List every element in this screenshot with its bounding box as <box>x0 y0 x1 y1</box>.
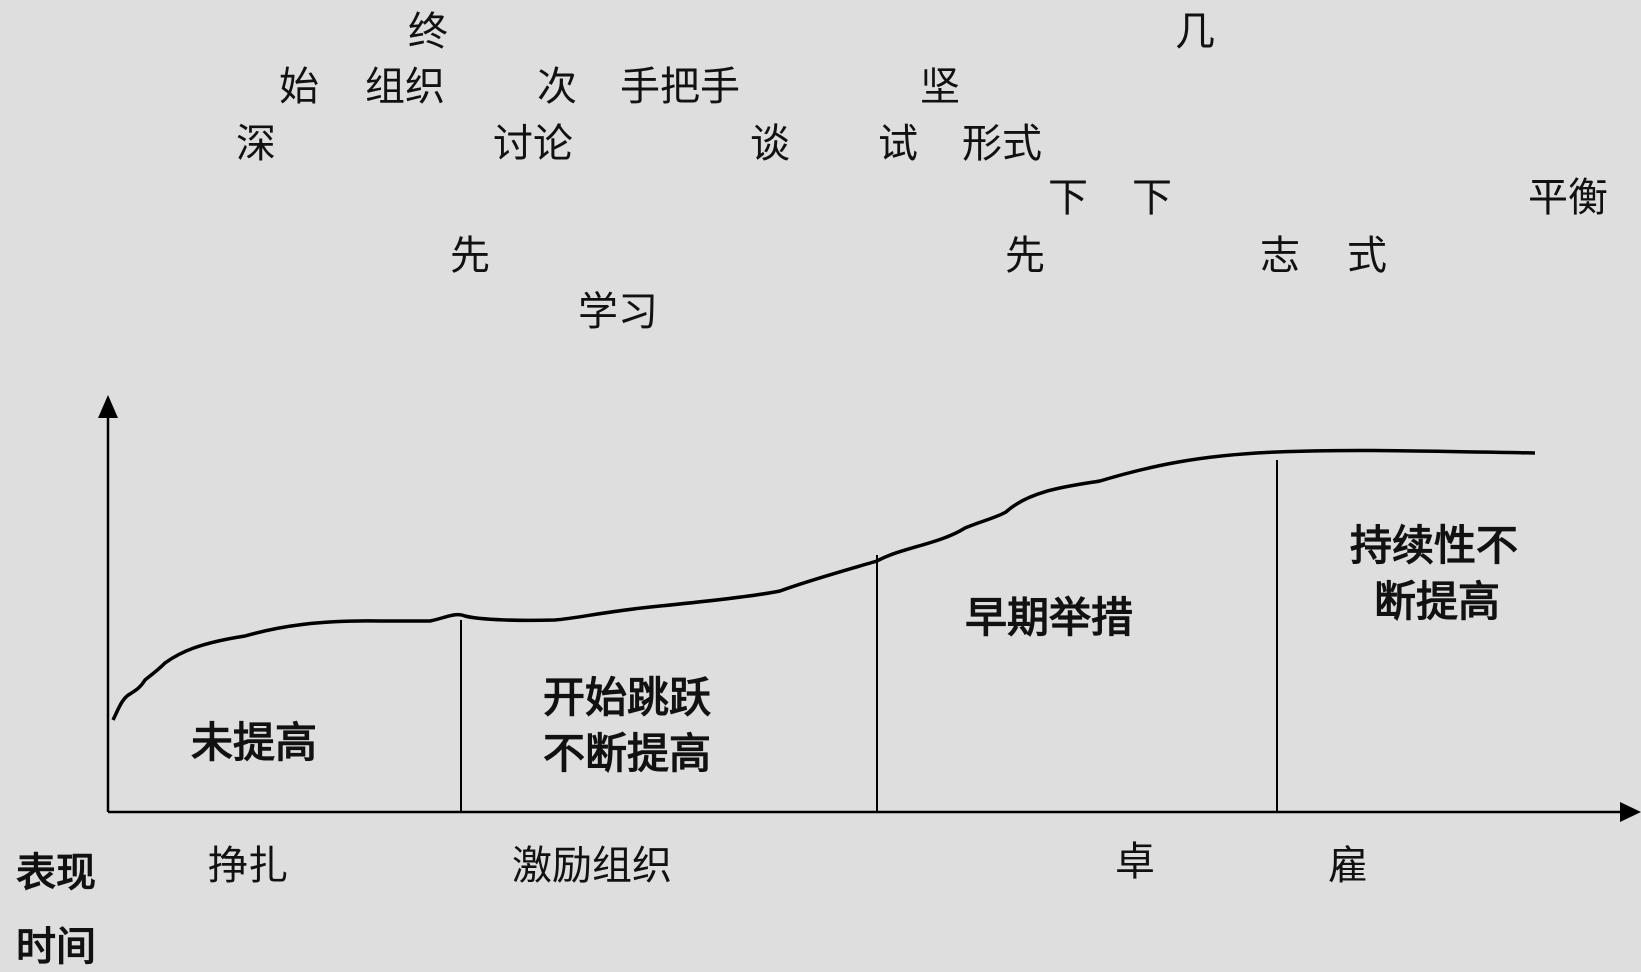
phase-label-1: 未提高 <box>191 718 318 767</box>
text-xian-1: 先 <box>450 233 490 279</box>
text-zhuo: 卓 <box>1115 839 1155 885</box>
y-axis-label: 表现 <box>16 850 96 896</box>
text-taolun: 讨论 <box>493 121 573 167</box>
performance-curve <box>111 448 1536 721</box>
text-xian-2: 先 <box>1005 233 1045 279</box>
text-shi-test: 试 <box>878 121 918 167</box>
text-xuexi: 学习 <box>578 289 658 335</box>
text-gu: 雇 <box>1328 843 1368 889</box>
text-zuzhi-top: 组织 <box>365 64 445 110</box>
phase-label-2-line2: 不断提高 <box>543 729 712 778</box>
text-ci: 次 <box>537 64 577 110</box>
text-xia-2: 下 <box>1132 175 1172 221</box>
x-axis-label: 时间 <box>16 924 96 970</box>
phase-label-3: 早期举措 <box>965 593 1134 642</box>
text-shi: 始 <box>279 64 319 110</box>
phase-label-4-line1: 持续性不 <box>1350 521 1519 570</box>
text-ji: 几 <box>1175 9 1215 55</box>
phase-label-4-line2: 断提高 <box>1374 577 1501 626</box>
text-shen: 深 <box>236 121 276 167</box>
text-jili-zuzhi: 激励组织 <box>512 843 672 889</box>
text-pingheng: 平衡 <box>1528 175 1608 221</box>
text-xingshi: 形式 <box>962 121 1042 167</box>
y-axis-arrow-icon <box>98 395 118 418</box>
x-axis-arrow-icon <box>1620 802 1641 822</box>
text-zhi: 志 <box>1260 233 1300 279</box>
text-shi-style: 式 <box>1347 233 1387 279</box>
phase-label-2-line1: 开始跳跃 <box>543 673 712 722</box>
text-xia-1: 下 <box>1048 175 1088 221</box>
text-jian: 坚 <box>920 64 960 110</box>
text-tan: 谈 <box>750 121 790 167</box>
text-shoubashou: 手把手 <box>620 64 740 110</box>
text-zhengzha: 挣扎 <box>208 843 288 889</box>
text-zhong: 终 <box>408 9 448 55</box>
